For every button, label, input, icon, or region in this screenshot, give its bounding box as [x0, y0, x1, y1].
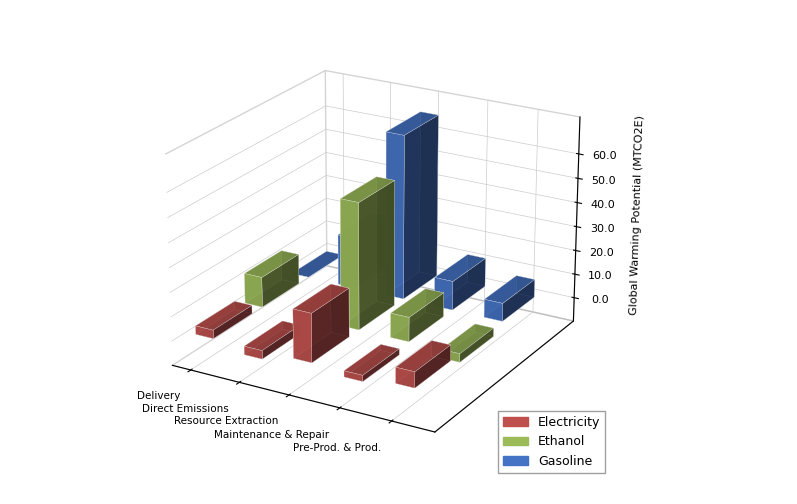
Legend: Electricity, Ethanol, Gasoline: Electricity, Ethanol, Gasoline: [498, 411, 606, 473]
